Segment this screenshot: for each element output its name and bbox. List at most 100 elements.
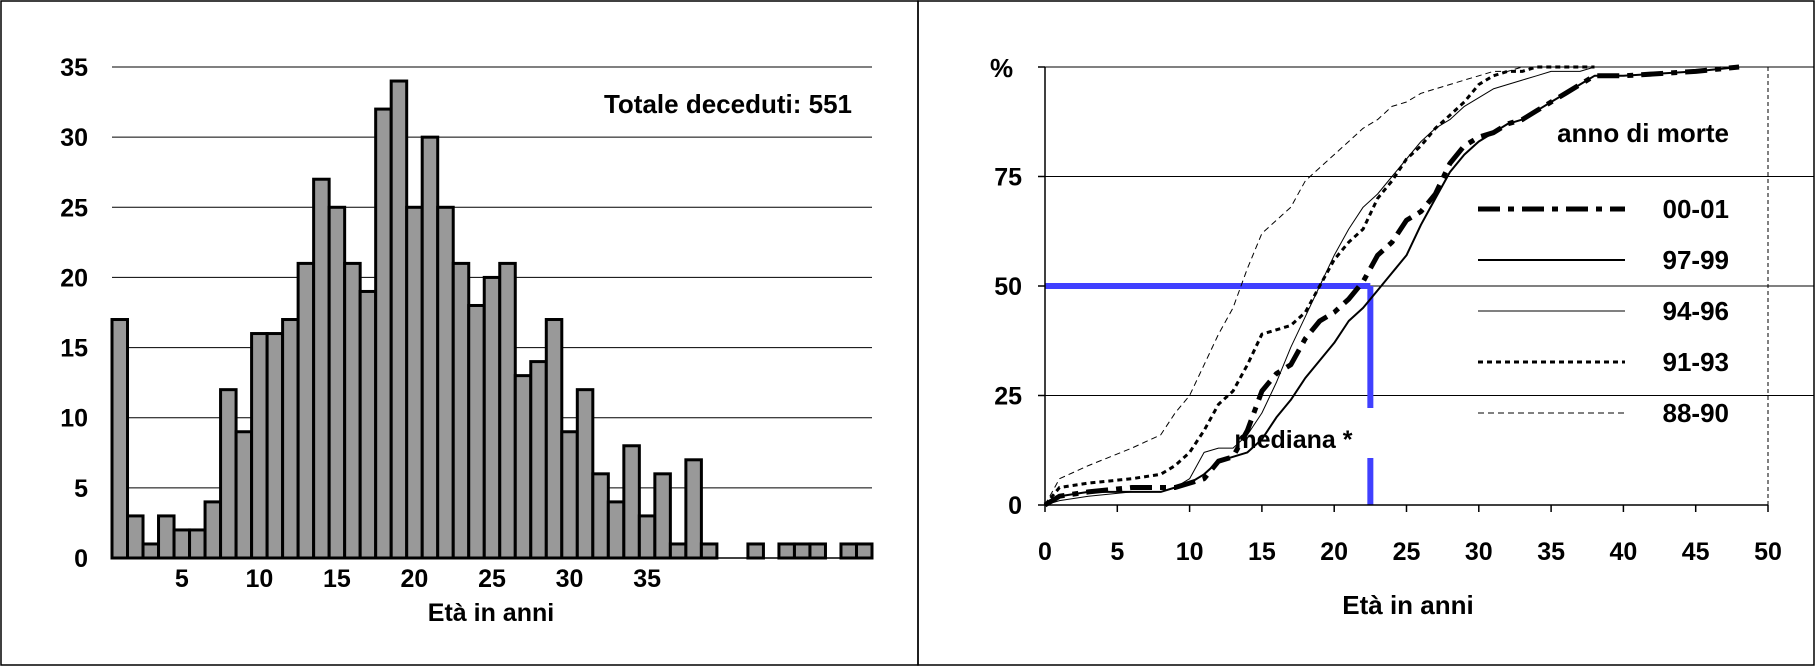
histogram-bar (265, 332, 285, 560)
cumulative-x-tick-label: 50 (1754, 538, 1782, 566)
histogram-bar (668, 542, 688, 560)
median-marker: mediana * (1045, 283, 1374, 505)
legend-label: 91-93 (1663, 347, 1730, 377)
histogram-x-tick-label: 5 (175, 565, 189, 593)
cumulative-y-tick-labels: 0 25 50 75 (994, 164, 1022, 521)
histogram-bar (792, 542, 812, 560)
histogram-bar (436, 205, 455, 560)
histogram-x-axis-label: Età in anni (428, 599, 554, 627)
histogram-bar (312, 177, 331, 560)
histogram-bar (327, 205, 347, 560)
histogram-bar (653, 472, 672, 560)
histogram-y-tick-labels: 0 5 10 15 20 25 30 35 (60, 54, 88, 573)
histogram-bar (110, 318, 130, 560)
cumulative-x-tick-labels: 0 5 10 15 20 25 30 35 40 45 50 (1038, 538, 1782, 566)
histogram-y-tick-label: 10 (60, 405, 88, 433)
histogram-bar (560, 430, 579, 560)
legend-label: 94-96 (1663, 296, 1730, 326)
series-line-91-93 (1043, 65, 1595, 506)
cumulative-chart: 0 25 50 75 0 5 10 15 20 25 30 35 40 45 50 % Età in an… (990, 53, 1814, 620)
cumulative-y-tick-label: 25 (994, 383, 1022, 411)
cumulative-x-axis-label: Età in anni (1342, 590, 1473, 620)
histogram-bar (157, 514, 176, 560)
series-line-97-99 (1044, 66, 1740, 506)
histogram-bar (513, 374, 533, 560)
histogram-bar (219, 388, 238, 560)
histogram-y-tick-label: 30 (60, 124, 88, 152)
histogram-bar (606, 500, 626, 560)
histogram-x-tick-labels: 5 10 15 20 25 30 35 (175, 565, 661, 593)
histogram-bar (575, 388, 595, 560)
cumulative-y-axis-label: % (990, 53, 1013, 83)
legend: 00-01 97-99 94-96 91-93 88-90 (1478, 194, 1729, 428)
histogram-x-tick-label: 15 (323, 565, 351, 593)
cumulative-x-tick-label: 35 (1537, 538, 1565, 566)
cumulative-y-tick-label: 75 (994, 164, 1022, 192)
histogram-x-tick-label: 30 (556, 565, 584, 593)
legend-label: 88-90 (1663, 398, 1730, 428)
histogram-bar (343, 261, 362, 560)
histogram-x-tick-label: 10 (245, 565, 273, 593)
histogram-bar (234, 430, 254, 560)
legend-label: 97-99 (1663, 245, 1730, 275)
histogram-chart: 0 5 10 15 20 25 30 35 5 10 15 20 25 30 35 Totale dece… (60, 54, 874, 627)
histogram-bar (389, 79, 409, 560)
series-line-94-96 (1044, 66, 1740, 506)
cumulative-x-tick-label: 15 (1248, 538, 1276, 566)
histogram-bar (374, 107, 393, 560)
histogram-bar (622, 444, 641, 560)
histogram-bar (203, 500, 223, 560)
cumulative-x-tick-label: 10 (1176, 538, 1204, 566)
histogram-bar (544, 318, 564, 560)
median-label: mediana * (1234, 426, 1352, 454)
cumulative-x-tick-label: 5 (1110, 538, 1124, 566)
histogram-y-tick-label: 35 (60, 54, 88, 82)
histogram-bar (405, 205, 424, 560)
cumulative-x-tick-label: 0 (1038, 538, 1052, 566)
histogram-bar (141, 542, 161, 560)
histogram-bar (746, 542, 765, 560)
cumulative-x-tick-label: 25 (1393, 538, 1421, 566)
histogram-gridlines (112, 66, 872, 489)
histogram-total-annotation: Totale deceduti: 551 (604, 89, 852, 119)
histogram-bar (420, 135, 440, 560)
histogram-bar (529, 360, 548, 560)
histogram-bar (126, 514, 145, 560)
histogram-bars (110, 79, 874, 560)
histogram-x-tick-label: 20 (401, 565, 429, 593)
cumulative-y-tick-label: 50 (994, 273, 1022, 301)
series-line-88-90 (1044, 66, 1595, 506)
histogram-bar (172, 528, 192, 560)
histogram-bar (591, 472, 610, 560)
histogram-y-tick-label: 25 (60, 194, 88, 222)
histogram-bar (777, 542, 796, 560)
cumulative-axes (1038, 66, 1769, 512)
histogram-bar (358, 289, 378, 560)
right-panel-frame (917, 0, 1815, 666)
histogram-bar (498, 261, 517, 560)
cumulative-y-tick-label: 0 (1008, 492, 1022, 520)
cumulative-x-tick-label: 45 (1682, 538, 1710, 566)
histogram-y-tick-label: 5 (74, 475, 88, 503)
histogram-bar (808, 542, 827, 560)
histogram-bar (188, 528, 207, 560)
histogram-x-tick-label: 35 (633, 565, 661, 593)
histogram-y-tick-label: 15 (60, 335, 88, 363)
histogram-x-tick-label: 25 (478, 565, 506, 593)
histogram-bar (839, 542, 858, 560)
legend-title: anno di morte (1557, 118, 1729, 148)
histogram-bar (296, 261, 316, 560)
histogram-y-tick-label: 20 (60, 264, 88, 292)
histogram-bar (854, 542, 874, 560)
histogram-bar (281, 318, 300, 560)
cumulative-x-tick-label: 40 (1609, 538, 1637, 566)
histogram-bar (637, 514, 657, 560)
histogram-y-tick-label: 0 (74, 545, 88, 573)
legend-label: 00-01 (1663, 194, 1730, 224)
cumulative-x-tick-label: 30 (1465, 538, 1493, 566)
histogram-bar (467, 303, 486, 560)
histogram-bar (699, 542, 719, 560)
cumulative-x-tick-label: 20 (1320, 538, 1348, 566)
